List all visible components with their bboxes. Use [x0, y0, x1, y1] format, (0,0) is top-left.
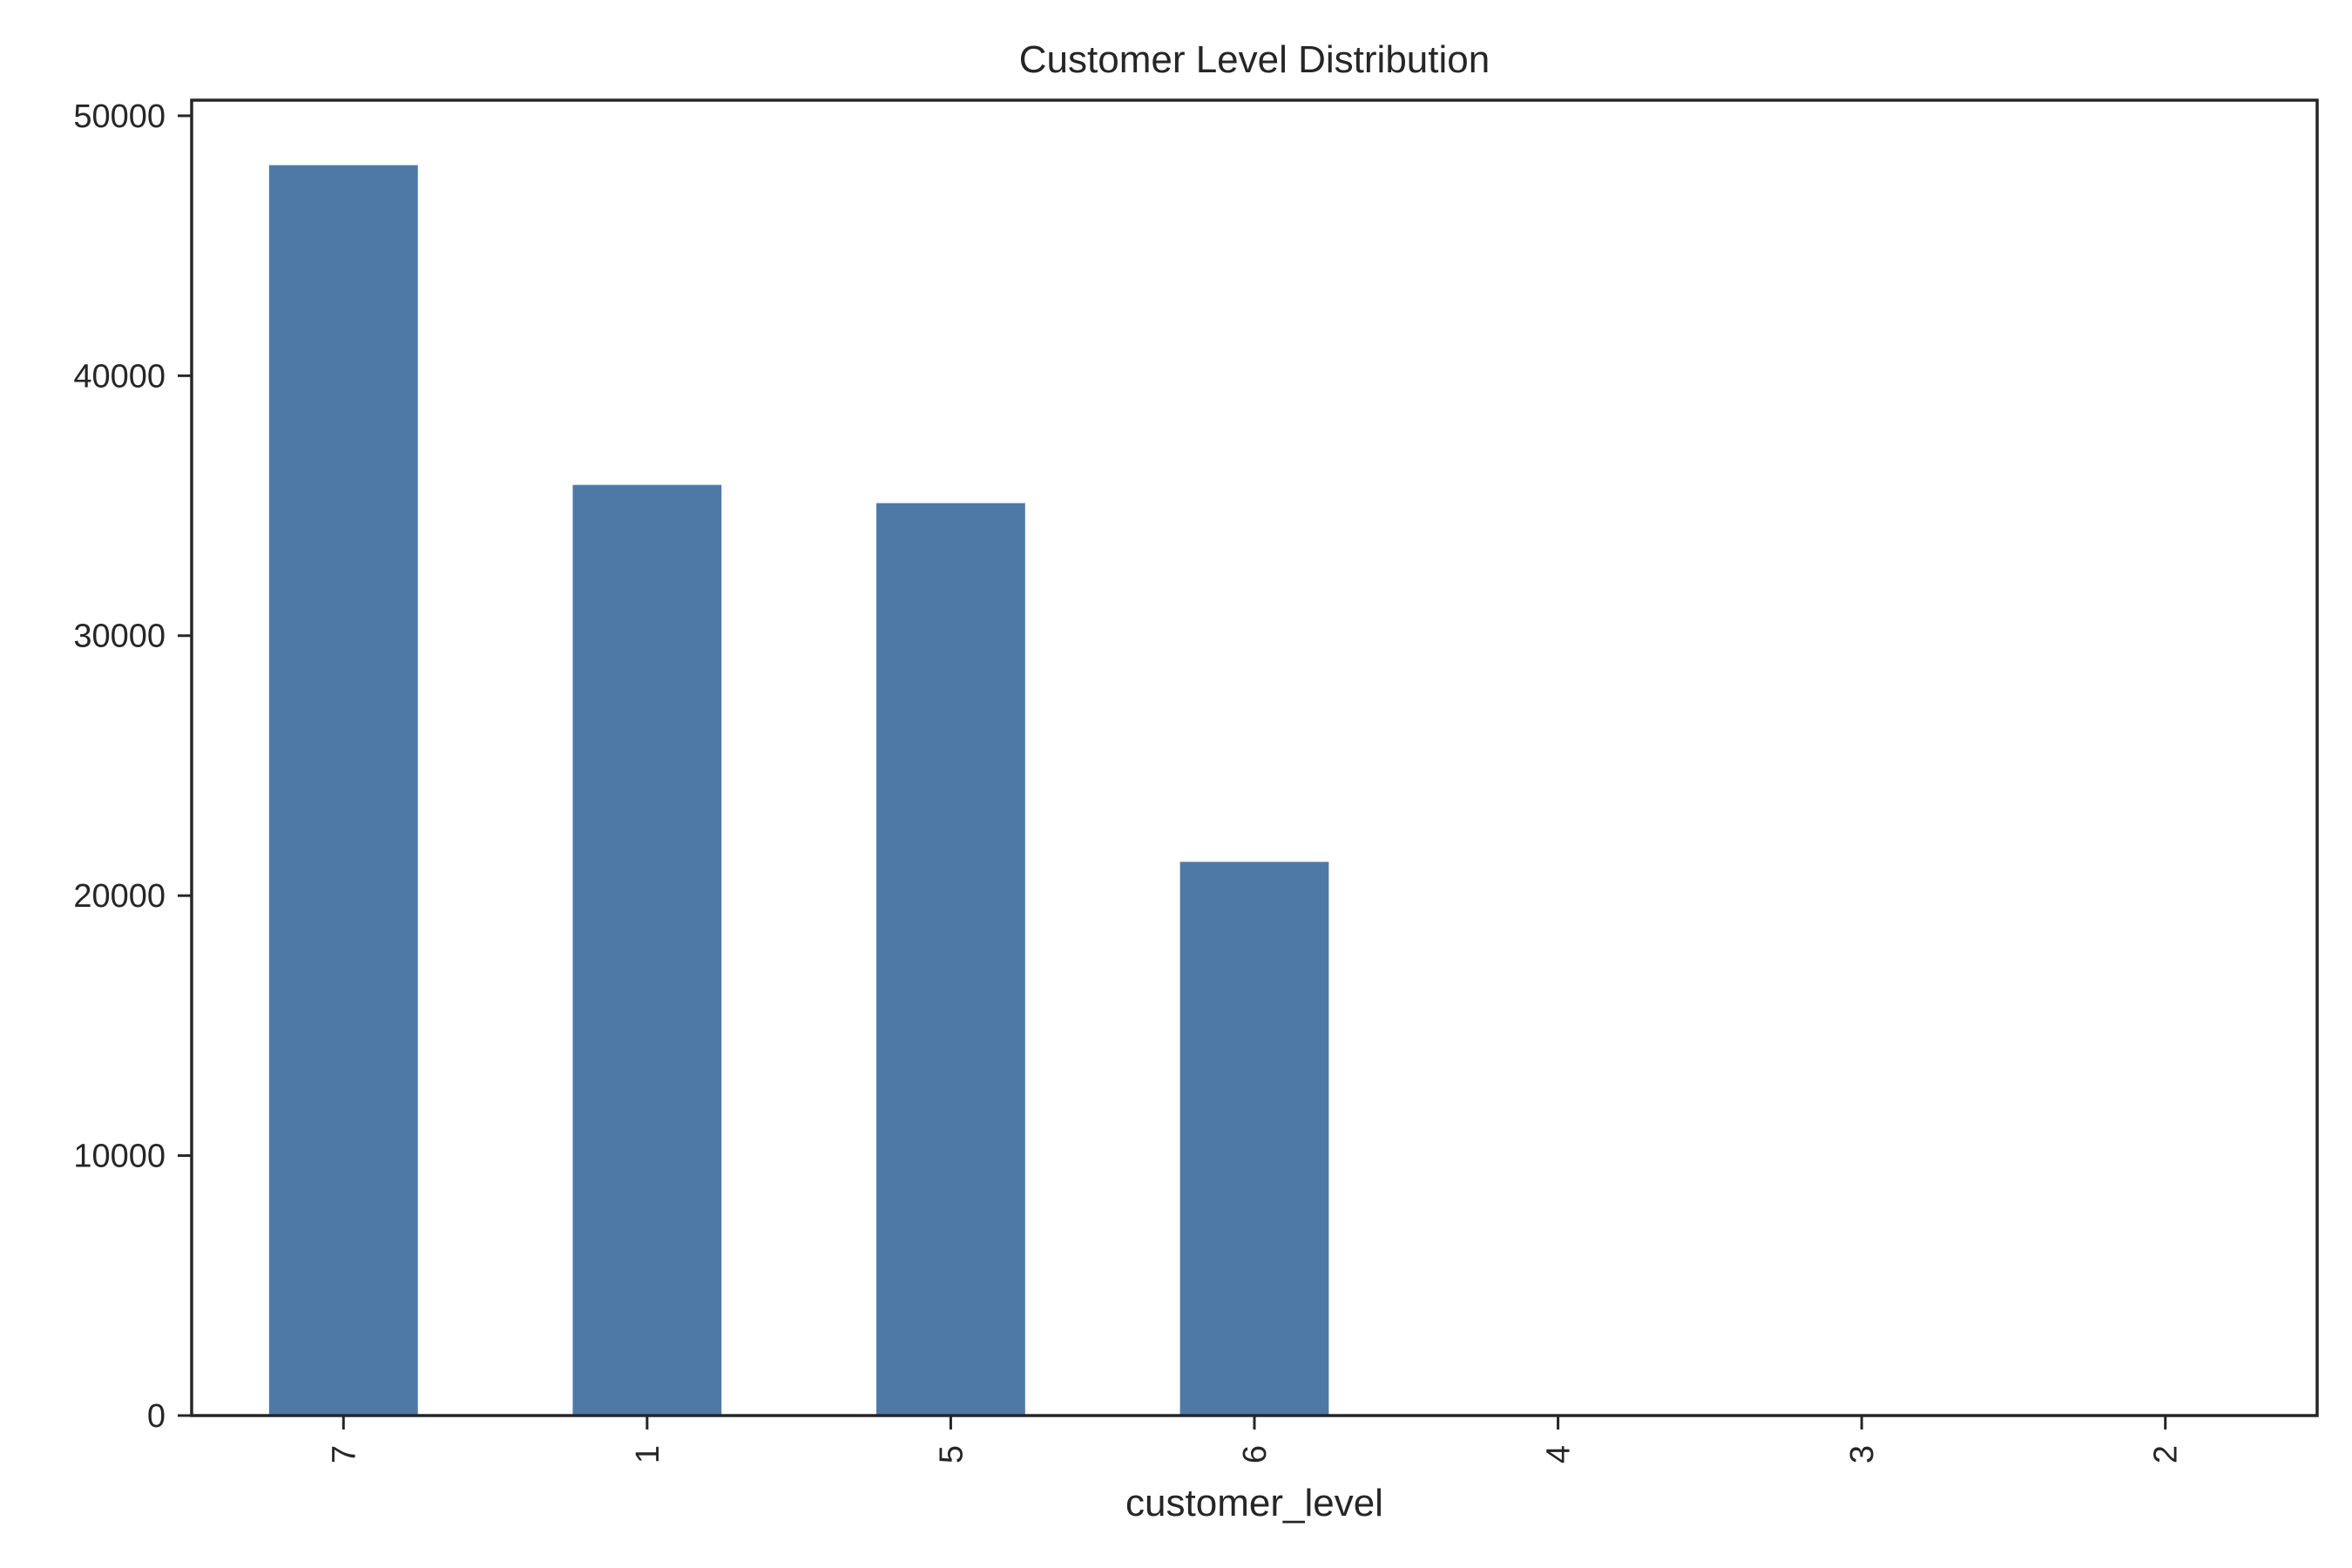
bar-7: [268, 165, 418, 1416]
bar-5: [876, 503, 1025, 1416]
bars-group: [268, 165, 1329, 1416]
bar-1: [572, 484, 722, 1416]
bar-6: [1179, 862, 1329, 1416]
x-tick-label: 4: [1541, 1445, 1578, 1463]
y-tick-label: 20000: [73, 878, 166, 915]
x-tick-label: 7: [326, 1445, 362, 1463]
x-axis-label: customer_level: [1125, 1482, 1383, 1524]
y-tick-label: 10000: [73, 1139, 166, 1175]
x-tick-label: 5: [933, 1445, 970, 1463]
x-tick-label: 1: [630, 1445, 666, 1463]
x-tick-label: 3: [1844, 1445, 1881, 1463]
chart-title: Customer Level Distribution: [1019, 38, 1490, 81]
y-tick-label: 50000: [73, 98, 166, 135]
y-axis: 0 10000 20000 30000 40000 50000: [73, 98, 192, 1435]
y-tick-label: 40000: [73, 358, 166, 395]
x-tick-label: 2: [2148, 1445, 2185, 1463]
y-tick-label: 30000: [73, 618, 166, 655]
x-axis: 7 1 5 6 4 3 2: [326, 1416, 2185, 1463]
plot-frame: [190, 98, 2319, 1417]
y-tick-label: 0: [147, 1398, 166, 1435]
x-tick-label: 6: [1237, 1445, 1274, 1463]
